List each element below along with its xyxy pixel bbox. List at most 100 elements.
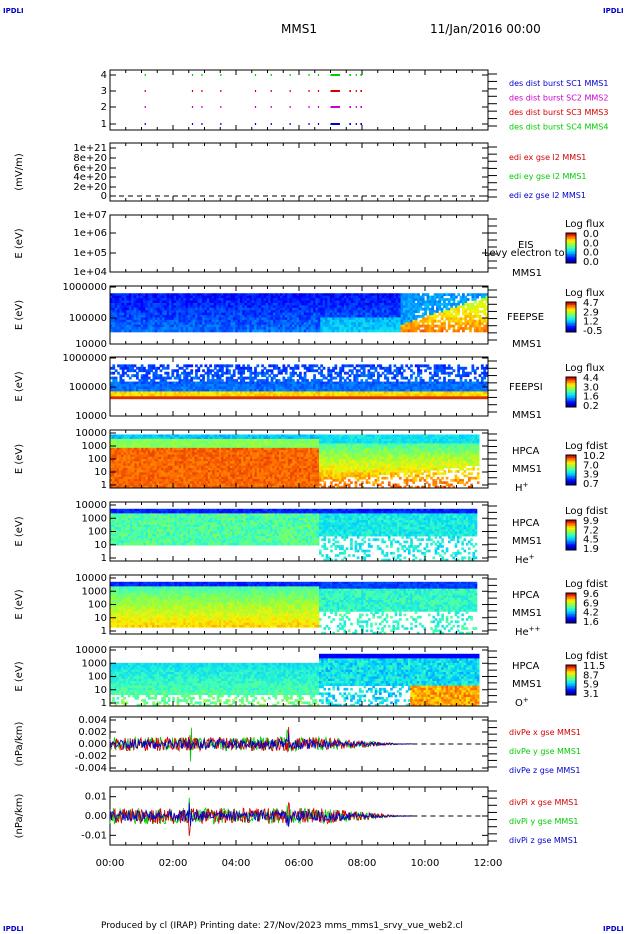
spectrogram-cell bbox=[320, 317, 324, 321]
spectrogram-cell bbox=[134, 456, 138, 460]
colorbar-segment bbox=[566, 323, 576, 325]
spectrogram-cell bbox=[348, 384, 352, 387]
spectrogram-cell bbox=[140, 329, 144, 333]
spectrogram-cell bbox=[395, 381, 399, 385]
spectrogram-cell bbox=[454, 295, 458, 299]
spectrogram-cell bbox=[145, 369, 149, 373]
spectrogram-cell bbox=[485, 319, 489, 323]
spectrogram-cell bbox=[218, 300, 222, 304]
spectrogram-cell bbox=[280, 327, 283, 330]
spectrogram-cell bbox=[336, 307, 340, 311]
spectrogram-cell bbox=[171, 302, 175, 306]
spectrogram-cell bbox=[244, 322, 248, 326]
spectrogram-cell bbox=[360, 371, 364, 375]
spectrogram-cell bbox=[232, 379, 236, 382]
spectrogram-cell bbox=[433, 295, 437, 299]
spectrogram-cell bbox=[343, 293, 347, 297]
spectrogram-cell bbox=[256, 371, 260, 375]
spectrogram-cell bbox=[134, 454, 138, 458]
spectrogram-cell bbox=[348, 307, 352, 311]
spectrogram-cell bbox=[284, 317, 288, 321]
spectrogram-cell bbox=[132, 474, 135, 478]
spectrogram-cell bbox=[261, 329, 264, 333]
spectrogram-cell bbox=[192, 293, 196, 297]
spectrogram-cell bbox=[135, 376, 139, 380]
spectrogram-cell bbox=[414, 295, 418, 299]
spectrogram-cell bbox=[190, 369, 194, 373]
spectrogram-cell bbox=[258, 317, 262, 321]
spectrogram-cell bbox=[128, 310, 132, 313]
spectrogram-cell bbox=[306, 312, 309, 316]
spectrogram-cell bbox=[209, 317, 212, 321]
spectrogram-cell bbox=[187, 393, 191, 397]
spectrogram-cell bbox=[381, 396, 385, 400]
spectrogram-cell bbox=[124, 298, 127, 301]
spectrogram-cell bbox=[114, 441, 118, 444]
spectrogram-cell bbox=[417, 371, 420, 375]
spectrogram-cell bbox=[258, 300, 262, 304]
spectrogram-cell bbox=[133, 324, 137, 328]
spectrogram-cell bbox=[303, 384, 307, 387]
spectrogram-cell bbox=[218, 374, 222, 378]
spectrogram-cell bbox=[391, 322, 394, 326]
spectrogram-cell bbox=[119, 376, 123, 380]
spectrogram-cell bbox=[244, 293, 248, 297]
colorbar-segment bbox=[566, 395, 576, 397]
spectrogram-cell bbox=[341, 302, 345, 306]
colorbar-segment bbox=[566, 398, 576, 400]
spectrogram-cell bbox=[261, 371, 264, 375]
spectrogram-cell bbox=[154, 376, 158, 380]
spectrogram-cell bbox=[114, 434, 118, 438]
spectrogram-cell bbox=[121, 461, 124, 464]
spectrogram-cell bbox=[485, 391, 489, 395]
spectrogram-cell bbox=[419, 364, 423, 368]
spectrogram-cell bbox=[195, 391, 198, 395]
spectrogram-cell bbox=[123, 485, 126, 489]
spectrogram-cell bbox=[310, 307, 314, 311]
spectrogram-cell bbox=[483, 376, 487, 380]
spectrogram-cell bbox=[334, 376, 338, 380]
spectrogram-cell bbox=[313, 393, 316, 397]
spectrogram-cell bbox=[213, 381, 217, 385]
spectrogram-cell bbox=[421, 307, 425, 311]
spectrogram-cell bbox=[169, 388, 172, 392]
spectrogram-cell bbox=[485, 307, 489, 311]
spectrogram-cell bbox=[256, 324, 260, 328]
spectrogram-cell bbox=[348, 315, 352, 318]
spectrogram-cell bbox=[127, 472, 131, 476]
spectrogram-cell bbox=[213, 327, 217, 330]
spectrogram-cell bbox=[400, 396, 404, 400]
spectrogram-cell bbox=[296, 379, 300, 382]
spectrogram-cell bbox=[161, 364, 165, 368]
spectrogram-cell bbox=[398, 327, 401, 330]
spectrogram-cell bbox=[457, 310, 461, 313]
spectrogram-cell bbox=[166, 386, 170, 390]
spectrogram-cell bbox=[263, 329, 267, 333]
spectrogram-cell bbox=[308, 307, 312, 311]
spectrogram-cell bbox=[145, 327, 149, 330]
spectrogram-cell bbox=[372, 384, 375, 387]
spectrogram-cell bbox=[270, 396, 274, 400]
spectrogram-cell bbox=[143, 312, 146, 316]
spectrogram-cell bbox=[239, 298, 243, 301]
spectrogram-cell bbox=[232, 327, 236, 330]
spectrogram-cell bbox=[112, 391, 116, 395]
spectrogram-cell bbox=[296, 298, 300, 301]
spectrogram-cell bbox=[381, 307, 385, 311]
spectrogram-cell bbox=[346, 327, 350, 330]
spectrogram-cell bbox=[414, 384, 418, 387]
spectrogram-cell bbox=[173, 295, 177, 299]
spectrogram-cell bbox=[436, 329, 439, 333]
spectrogram-cell bbox=[154, 324, 158, 328]
spectrogram-cell bbox=[121, 456, 124, 460]
spectrogram-cell bbox=[192, 329, 196, 333]
spectrogram-cell bbox=[237, 369, 241, 373]
spectrogram-cell bbox=[355, 396, 359, 400]
spectrogram-cell bbox=[225, 376, 229, 380]
spectrogram-cell bbox=[395, 300, 399, 304]
spectrogram-cell bbox=[433, 374, 437, 378]
spectrogram-cell bbox=[346, 315, 350, 318]
spectrogram-cell bbox=[419, 300, 423, 304]
spectrogram-cell bbox=[140, 298, 144, 301]
spectrogram-cell bbox=[329, 317, 333, 321]
